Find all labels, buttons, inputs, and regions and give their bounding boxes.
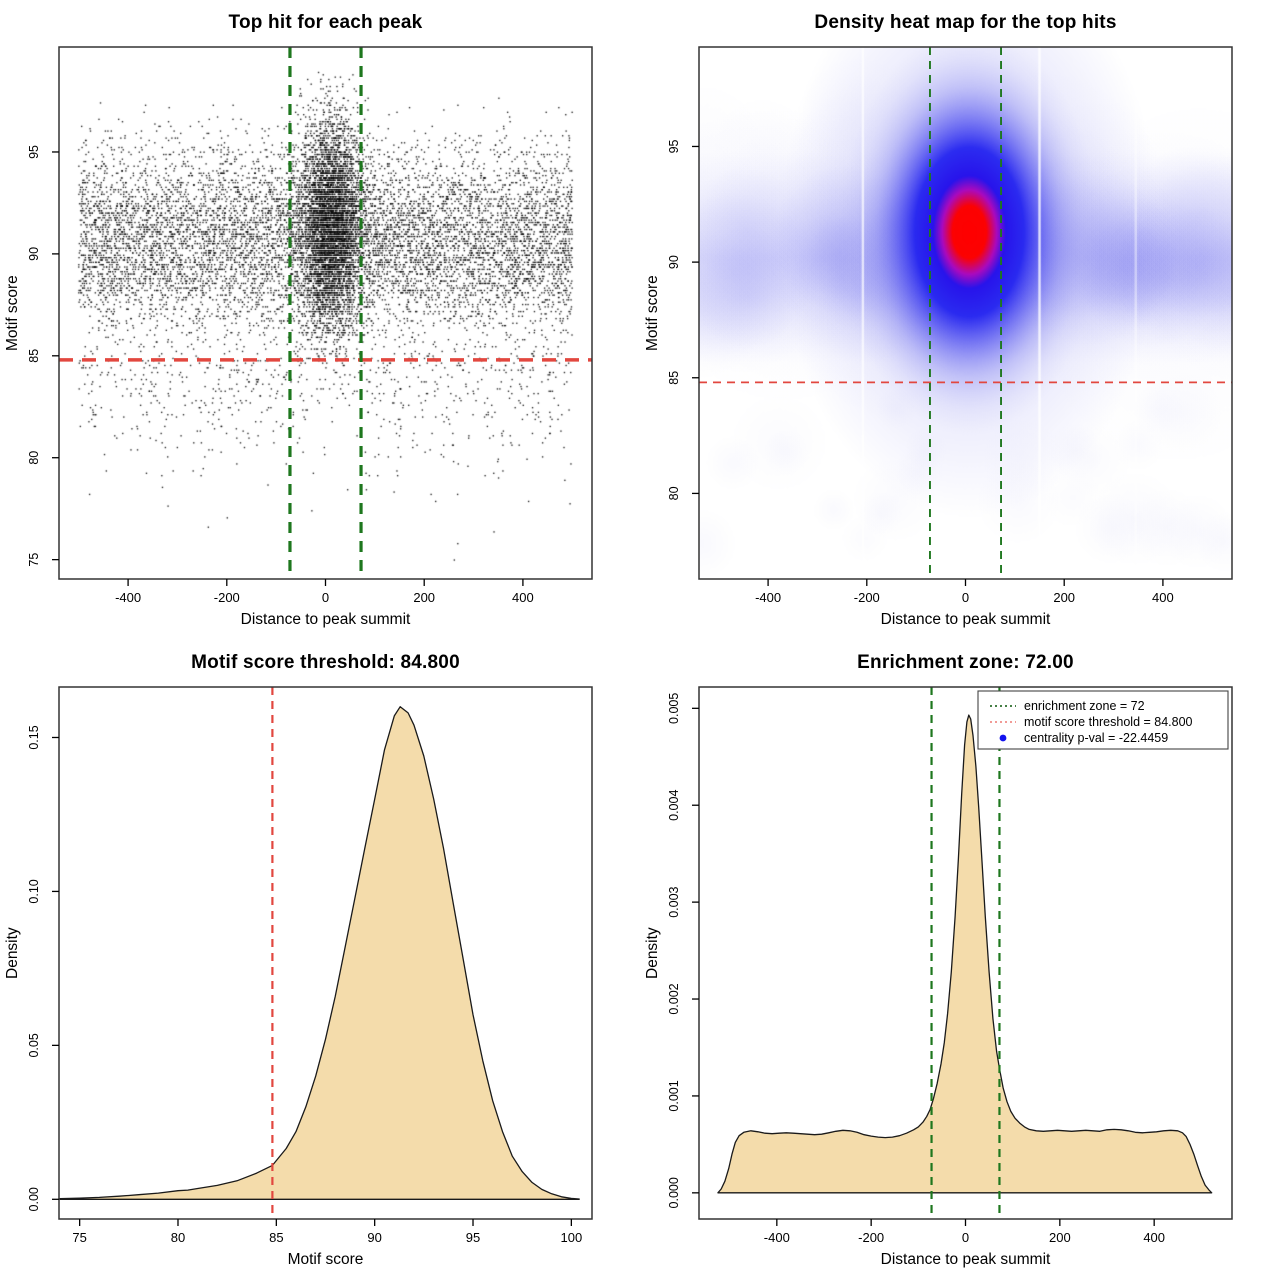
plot-density-heatmap: Density heat map for the top hits -400 -2… (640, 0, 1280, 640)
y-tick-label: 90 (27, 247, 41, 261)
y-axis-title: Density (644, 927, 661, 979)
scatter-points-canvas (59, 47, 592, 579)
y-tick-label: 90 (667, 255, 681, 269)
legend-label: enrichment zone = 72 (1024, 699, 1145, 713)
x-tick-label: -400 (755, 590, 781, 605)
y-tick-label: 75 (27, 553, 41, 567)
y-tick-label: 0.00 (27, 1187, 41, 1211)
y-tick-label: 0.000 (667, 1177, 681, 1208)
y-axis-title: Motif score (4, 275, 21, 351)
x-tick-label: 80 (171, 1230, 185, 1245)
y-axis-title: Motif score (644, 275, 661, 351)
x-axis-title: Distance to peak summit (880, 1251, 1051, 1268)
x-tick-label: 100 (560, 1230, 582, 1245)
y-axis-title: Density (4, 927, 21, 979)
x-axis-title: Distance to peak summit (880, 611, 1051, 628)
y-tick-label: 0.05 (27, 1033, 41, 1057)
y-tick-label: 95 (27, 145, 41, 159)
legend-swatch-legend_blue (999, 734, 1007, 742)
y-tick-label: 0.003 (667, 886, 681, 917)
score-density-plot: 75 80 85 90 95 100 0.00 0.05 0.10 0.15 (27, 686, 593, 1245)
plot-title: Top hit for each peak (228, 12, 423, 33)
x-tick-label: 0 (322, 590, 329, 605)
x-tick-label: 85 (269, 1230, 283, 1245)
density-curve (59, 706, 580, 1200)
y-tick-label: 85 (667, 371, 681, 385)
x-tick-label: -200 (214, 590, 240, 605)
plot-box (58, 686, 593, 1220)
x-axis-title: Motif score (287, 1251, 364, 1268)
y-tick-label: 80 (27, 451, 41, 465)
heatmap-canvas (699, 47, 1232, 579)
plot-title: Density heat map for the top hits (814, 12, 1117, 33)
plot-title: Motif score threshold: 84.800 (191, 652, 460, 673)
x-tick-label: 0 (962, 1230, 969, 1245)
x-tick-label: 90 (367, 1230, 381, 1245)
x-tick-label: -200 (858, 1230, 884, 1245)
legend-label: motif score threshold = 84.800 (1024, 715, 1193, 729)
x-tick-label: 400 (1143, 1230, 1165, 1245)
x-tick-label: 0 (962, 590, 969, 605)
y-tick-label: 0.10 (27, 879, 41, 903)
x-tick-label: 95 (466, 1230, 480, 1245)
density-curve (717, 714, 1213, 1194)
scatter-axes-overlay: -400 -200 0 200 400 75 80 85 90 95 (27, 46, 593, 605)
distance-density-plot: -400 -200 0 200 400 0.000 0.001 0.002 0.003 0.004… (667, 686, 1233, 1245)
plot-box (58, 46, 593, 580)
plot-motif-score-density: 75 80 85 90 95 100 0.00 0.05 0.10 0.15 Motif scor… (0, 640, 640, 1280)
y-tick-label: 0.004 (667, 790, 681, 821)
legend-label: centrality p-val = -22.4459 (1024, 731, 1168, 745)
y-tick-label: 0.001 (667, 1080, 681, 1111)
y-tick-label: 0.002 (667, 983, 681, 1014)
x-tick-label: -400 (115, 590, 141, 605)
y-tick-label: 0.15 (27, 725, 41, 749)
y-tick-label: 85 (27, 349, 41, 363)
x-tick-label: 200 (1053, 590, 1075, 605)
x-tick-label: -200 (854, 590, 880, 605)
x-axis-title: Distance to peak summit (240, 611, 411, 628)
x-tick-label: -400 (764, 1230, 790, 1245)
y-tick-label: 95 (667, 139, 681, 153)
x-tick-label: 400 (512, 590, 534, 605)
heatmap-axes-overlay: -400 -200 0 200 400 80 85 90 95 (667, 46, 1233, 605)
plot-title: Enrichment zone: 72.00 (857, 652, 1074, 673)
plot-top-hit-scatter: Top hit for each peak -400 -200 0 200 400 75 8… (0, 0, 640, 640)
y-tick-label: 80 (667, 486, 681, 500)
legend-box (977, 690, 1229, 750)
plot-box (698, 46, 1233, 580)
plot-distance-density: -400 -200 0 200 400 0.000 0.001 0.002 0.003 0.004… (640, 640, 1280, 1280)
x-tick-label: 400 (1152, 590, 1174, 605)
y-tick-label: 0.005 (667, 693, 681, 724)
x-tick-label: 200 (413, 590, 435, 605)
x-tick-label: 200 (1049, 1230, 1071, 1245)
x-tick-label: 75 (72, 1230, 86, 1245)
